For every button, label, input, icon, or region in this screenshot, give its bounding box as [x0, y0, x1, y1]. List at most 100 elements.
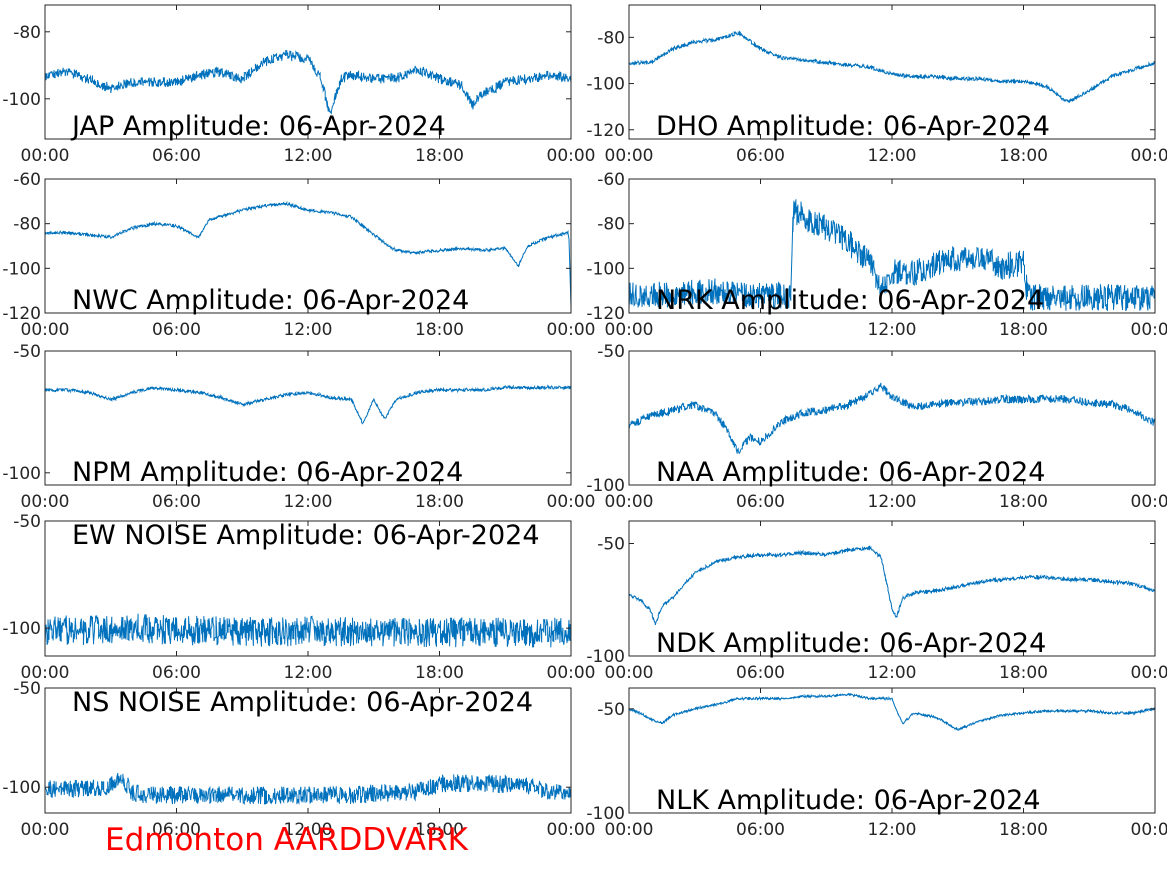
x-tick-label: 00:00 — [1131, 320, 1167, 340]
x-tick-label: 06:00 — [152, 320, 201, 340]
chart-panel: -80-100-12000:0006:0012:0018:0000:00DHO … — [586, 4, 1167, 166]
x-tick-label: 00:00 — [605, 820, 654, 840]
x-tick-label: 06:00 — [736, 663, 785, 683]
x-tick-label: 00:00 — [547, 320, 596, 340]
x-tick-label: 18:00 — [999, 492, 1048, 512]
x-tick-label: 18:00 — [999, 820, 1048, 840]
x-tick-label: 12:00 — [868, 492, 917, 512]
chart-title: NLK Amplitude: 06-Apr-2024 — [656, 785, 1041, 816]
chart-title: EW NOISE Amplitude: 06-Apr-2024 — [72, 520, 540, 551]
y-tick-label: -100 — [586, 75, 625, 95]
series-line — [45, 49, 571, 115]
x-tick-label: 00:00 — [547, 146, 596, 166]
x-tick-label: 18:00 — [415, 820, 464, 840]
x-tick-label: 12:00 — [284, 492, 333, 512]
y-tick-label: -100 — [2, 464, 41, 484]
series-line — [45, 384, 571, 425]
series-line — [629, 199, 1155, 312]
chart-panel: -50 -100 00:00 06:00 12:00 18:00 00:00 NS NOISE… — [2, 679, 595, 840]
y-tick-label: -80 — [13, 23, 41, 43]
x-tick-label: 00:00 — [547, 492, 596, 512]
chart-title: NWC Amplitude: 06-Apr-2024 — [72, 285, 469, 316]
y-tick-label: -120 — [586, 304, 625, 324]
x-tick-label: 12:00 — [868, 820, 917, 840]
y-tick-label: -80 — [597, 28, 625, 48]
station-label: Edmonton AARDDVARK — [105, 822, 469, 858]
x-tick-label: 00:00 — [21, 820, 70, 840]
x-tick-label: 12:00 — [284, 320, 333, 340]
series-line — [629, 30, 1155, 104]
y-tick-label: -100 — [2, 778, 41, 798]
x-tick-label: 00:00 — [605, 663, 654, 683]
y-tick-label: -100 — [586, 476, 625, 496]
x-tick-label: 00:00 — [1131, 492, 1167, 512]
x-tick-label: 12:00 — [868, 146, 917, 166]
series-line — [45, 613, 571, 648]
x-tick-label: 06:00 — [736, 320, 785, 340]
chart-title: NPM Amplitude: 06-Apr-2024 — [72, 457, 463, 488]
series-line — [629, 692, 1155, 731]
x-tick-label: 06:00 — [152, 146, 201, 166]
x-tick-label: 00:00 — [547, 663, 596, 683]
y-tick-label: -80 — [597, 215, 625, 235]
y-tick-label: -100 — [586, 804, 625, 824]
x-tick-label: 00:00 — [605, 320, 654, 340]
x-tick-label: 00:00 — [1131, 663, 1167, 683]
x-tick-label: 00:00 — [605, 492, 654, 512]
chart-title: NRK Amplitude: 06-Apr-2024 — [656, 285, 1044, 316]
x-tick-label: 00:00 — [21, 320, 70, 340]
y-tick-label: -50 — [13, 679, 41, 699]
x-tick-label: 00:00 — [605, 146, 654, 166]
y-tick-label: -100 — [586, 647, 625, 667]
series-line — [45, 200, 571, 310]
series-line — [629, 545, 1155, 626]
chart-title: DHO Amplitude: 06-Apr-2024 — [656, 111, 1050, 142]
x-tick-label: 06:00 — [736, 146, 785, 166]
y-tick-label: -50 — [597, 535, 625, 555]
x-tick-label: 06:00 — [736, 820, 785, 840]
y-tick-label: -100 — [2, 259, 41, 279]
x-tick-label: 06:00 — [152, 820, 201, 840]
x-tick-label: 12:00 — [868, 663, 917, 683]
x-tick-label: 18:00 — [415, 492, 464, 512]
x-tick-label: 00:00 — [21, 663, 70, 683]
x-tick-label: 18:00 — [999, 146, 1048, 166]
x-tick-label: 18:00 — [415, 320, 464, 340]
x-tick-label: 18:00 — [415, 146, 464, 166]
y-tick-label: -100 — [2, 619, 41, 639]
y-tick-label: -50 — [13, 512, 41, 532]
chart-title: JAP Amplitude: 06-Apr-2024 — [70, 111, 446, 142]
y-tick-label: -50 — [13, 342, 41, 362]
x-tick-label: 12:00 — [284, 663, 333, 683]
y-tick-label: -50 — [597, 700, 625, 720]
chart-title: NDK Amplitude: 06-Apr-2024 — [656, 628, 1046, 659]
y-tick-label: -50 — [597, 342, 625, 362]
x-tick-label: 06:00 — [152, 492, 201, 512]
y-tick-label: -80 — [13, 215, 41, 235]
x-tick-label: 06:00 — [152, 663, 201, 683]
y-tick-label: -120 — [2, 304, 41, 324]
chart-panel: -50 -100 00:00 06:00 12:00 18:00 00:00 EW NOISE… — [2, 512, 595, 683]
chart-title: NS NOISE Amplitude: 06-Apr-2024 — [72, 687, 533, 718]
series-line — [629, 382, 1155, 454]
x-tick-label: 18:00 — [415, 663, 464, 683]
x-tick-label: 12:00 — [284, 820, 333, 840]
x-tick-label: 18:00 — [999, 320, 1048, 340]
x-tick-label: 00:00 — [547, 820, 596, 840]
y-tick-label: -100 — [2, 90, 41, 110]
x-tick-label: 00:00 — [21, 146, 70, 166]
chart-title: NAA Amplitude: 06-Apr-2024 — [656, 457, 1045, 488]
x-tick-label: 00:00 — [1131, 146, 1167, 166]
x-tick-label: 06:00 — [736, 492, 785, 512]
chart-panel: -60-80-100-12000:0006:0012:0018:0000:00N… — [586, 170, 1167, 340]
x-tick-label: 00:00 — [21, 492, 70, 512]
series-line — [45, 772, 571, 805]
y-tick-label: -60 — [597, 170, 625, 190]
x-tick-label: 12:00 — [284, 146, 333, 166]
